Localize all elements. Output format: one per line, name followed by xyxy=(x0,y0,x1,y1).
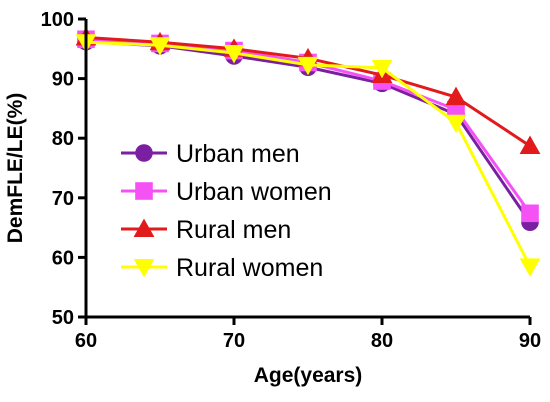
y-tick-label: 70 xyxy=(52,188,74,210)
x-tick-label: 80 xyxy=(371,330,393,352)
data-point-rural-men xyxy=(519,135,541,154)
legend-label: Urban women xyxy=(176,178,332,206)
y-tick-label: 90 xyxy=(52,69,74,91)
legend-label: Rural women xyxy=(176,254,323,282)
legend-marker xyxy=(135,182,153,200)
x-tick-label: 60 xyxy=(75,330,97,352)
legend-marker xyxy=(135,144,153,162)
data-point-rural-men xyxy=(445,86,467,106)
legend-label: Urban men xyxy=(176,140,300,168)
x-axis-title: Age(years) xyxy=(254,364,363,387)
legend-item-urban-women: Urban women xyxy=(121,178,332,206)
y-tick-label: 100 xyxy=(41,9,74,31)
data-point-rural-women xyxy=(371,59,393,79)
y-tick-label: 80 xyxy=(52,128,74,150)
data-point-urban-women xyxy=(447,100,465,119)
x-tick-label: 70 xyxy=(223,330,245,352)
legend-marker xyxy=(133,218,155,237)
legend-item-rural-men: Rural men xyxy=(121,216,291,244)
legend-item-urban-men: Urban men xyxy=(121,140,300,168)
y-tick-label: 60 xyxy=(52,247,74,269)
legend-item-rural-women: Rural women xyxy=(121,254,323,282)
data-point-rural-women xyxy=(297,56,319,76)
axes xyxy=(84,19,530,319)
x-tick-label: 90 xyxy=(519,330,541,352)
data-point-urban-women xyxy=(521,204,539,223)
data-point-rural-women xyxy=(223,44,245,64)
legend: Urban men Urban women Rural men Rural women xyxy=(121,140,332,282)
data-point-rural-women xyxy=(519,258,541,277)
data-point-rural-women xyxy=(149,37,171,56)
plot-area xyxy=(75,27,541,277)
legend-marker xyxy=(133,259,155,278)
series-rural-women xyxy=(75,34,541,277)
legend-label: Rural men xyxy=(176,216,291,244)
data-point-rural-women xyxy=(445,114,467,134)
y-axis-title: DemFLE/LE(%) xyxy=(4,93,27,244)
y-tick-label: 50 xyxy=(52,307,74,329)
